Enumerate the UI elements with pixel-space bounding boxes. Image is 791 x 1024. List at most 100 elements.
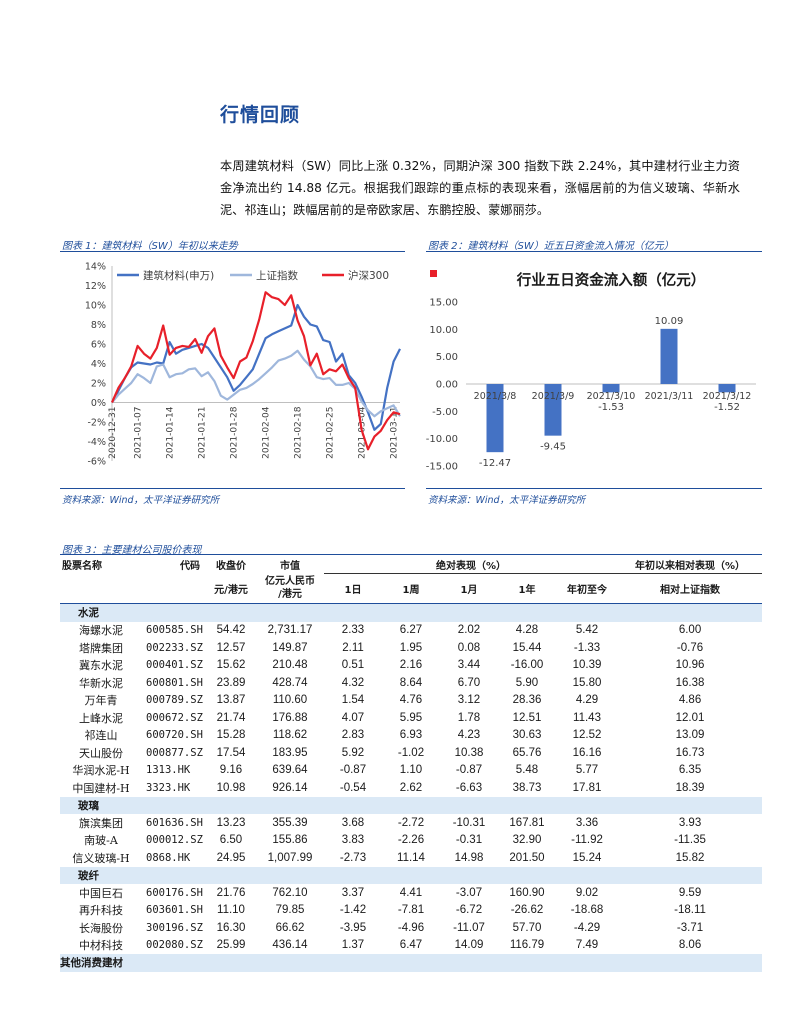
close-price: 12.57 [216, 641, 246, 654]
chg-1w: 8.64 [399, 676, 423, 689]
y-tick-label: -6% [88, 457, 107, 468]
stock-name: 旗滨集团 [79, 816, 123, 830]
section-title: 行情回顾 [220, 104, 301, 126]
stock-code: 600585.SH [146, 624, 203, 637]
chg-1y: 201.50 [509, 851, 545, 864]
market-cap: 149.87 [272, 641, 308, 654]
rel-sh-index: 16.73 [675, 746, 705, 759]
stock-name: 祁连山 [84, 729, 118, 743]
chg-1w: -4.96 [397, 921, 425, 934]
chg-1m: 14.98 [454, 851, 484, 864]
table-row: 塔牌集团 002233.SZ 12.57 149.87 2.11 1.95 0.08 15.4… [60, 639, 762, 657]
y-tick-label: 10% [85, 301, 106, 312]
stock-name: 华新水泥 [79, 676, 123, 690]
table-row: 南玻-A 000012.SZ 6.50 155.86 3.83 -2.26 -0.31 32.… [60, 832, 762, 850]
stock-code: 300196.SZ [146, 921, 203, 934]
chg-1m: 2.02 [457, 624, 481, 637]
stock-code: 601636.SH [146, 816, 203, 829]
rel-sh-index: 9.59 [678, 886, 702, 899]
chg-ytd: 10.39 [572, 659, 602, 672]
x-tick-label: 2021-02-18 [294, 406, 304, 459]
y-tick-label: 5.00 [436, 352, 458, 363]
y-tick-label: -15.00 [426, 462, 458, 473]
chg-1w: -7.81 [397, 904, 425, 917]
stock-performance-table: 股票名称 代码 收盘价 市值 绝对表现（%） 年初以来相对表现（%） 元/港元 … [60, 554, 763, 972]
chg-ytd: 5.77 [575, 764, 599, 777]
rel-sh-index: 6.00 [678, 624, 702, 637]
market-cap: 639.64 [272, 764, 308, 777]
stock-name: 海螺水泥 [79, 624, 123, 638]
chg-1w: 11.14 [397, 851, 425, 864]
y-tick-label: 8% [91, 320, 106, 331]
chg-1m: -11.07 [453, 921, 485, 934]
chg-1d: 2.11 [342, 641, 364, 654]
y-tick-label: 2% [91, 379, 106, 390]
table-row: 万年青 000789.SZ 13.87 110.60 1.54 4.76 3.12 28.36… [60, 692, 762, 710]
stock-code: 002080.SZ [146, 939, 203, 952]
chg-1m: 4.23 [457, 729, 481, 742]
chg-ytd: 3.36 [575, 816, 599, 829]
table-row: 海螺水泥 600585.SH 54.42 2,731.17 2.33 6.27 2.02 4.… [60, 622, 762, 640]
header-name: 股票名称 [60, 554, 142, 574]
close-price: 25.99 [216, 939, 246, 952]
chg-1y: 5.90 [515, 676, 539, 689]
market-cap: 428.74 [272, 676, 308, 689]
market-cap: 1,007.99 [267, 851, 313, 864]
table-row: 上峰水泥 000672.SZ 21.74 176.88 4.07 5.95 1.78 12.5… [60, 709, 762, 727]
chg-1m: 3.12 [457, 694, 481, 707]
data-label: -9.45 [540, 442, 566, 453]
close-price: 21.76 [216, 886, 246, 899]
y-tick-label: 10.00 [429, 325, 458, 336]
figure2-caption: 图表 2：建筑材料（SW）近五日资金流入情况（亿元） [428, 241, 674, 252]
stock-name: 南玻-A [84, 834, 118, 848]
chg-1m: 14.09 [454, 939, 484, 952]
header-1w: 1周 [382, 573, 440, 604]
x-tick-label: 2021-01-21 [198, 407, 208, 459]
chg-1d: 4.07 [341, 711, 365, 724]
chg-1w: -1.02 [397, 746, 425, 759]
x-tick-label: 2021-01-07 [134, 407, 144, 459]
chg-ytd: 11.43 [573, 711, 601, 724]
table-row: 中国巨石 600176.SH 21.76 762.10 3.37 4.41 -3.07 160… [60, 884, 762, 902]
stock-code: 000401.SZ [146, 659, 203, 672]
rel-sh-index: -0.76 [676, 641, 704, 654]
chg-1d: 5.92 [341, 746, 365, 759]
header-code: 代码 [142, 554, 206, 574]
rel-sh-index: -18.11 [674, 904, 706, 917]
chg-1w: 6.27 [399, 624, 423, 637]
y-tick-label: -4% [88, 437, 107, 448]
chg-1m: 10.38 [454, 746, 484, 759]
y-tick-label: 15.00 [429, 298, 458, 309]
chg-1w: 2.62 [399, 781, 423, 794]
stock-name: 再升科技 [79, 904, 123, 918]
y-tick-label: -10.00 [426, 434, 458, 445]
chg-1w: -2.26 [397, 834, 425, 847]
chg-ytd: -18.68 [570, 904, 604, 917]
chg-1y: 57.70 [512, 921, 542, 934]
header-ytd: 年初至今 [556, 573, 619, 604]
chg-1y: 12.51 [512, 711, 542, 724]
stock-code: 3323.HK [146, 781, 191, 794]
chg-1m: -0.31 [455, 834, 483, 847]
x-tick-label: 2021/3/10 [587, 391, 636, 402]
market-cap: 926.14 [272, 781, 308, 794]
header-1m: 1月 [440, 573, 498, 604]
chg-ytd: 9.02 [575, 886, 599, 899]
close-price: 9.16 [219, 764, 243, 777]
y-tick-label: -5.00 [432, 407, 458, 418]
market-cap: 66.62 [275, 921, 305, 934]
header-cap-unit: 亿元人民币/港元 [256, 573, 324, 604]
close-price: 10.98 [216, 781, 246, 794]
bar [486, 384, 504, 453]
header-price-unit: 元/港元 [206, 573, 256, 604]
chg-1w: 5.95 [399, 711, 423, 724]
table-row: 信义玻璃-H 0868.HK 24.95 1,007.99 -2.73 11.14 14.9… [60, 849, 762, 867]
close-price: 15.28 [216, 729, 246, 742]
figure1-top-rule [60, 251, 405, 252]
table-row: 中材科技 002080.SZ 25.99 436.14 1.37 6.47 14.09 116… [60, 937, 762, 955]
chg-ytd: 7.49 [575, 939, 599, 952]
stock-code: 000877.SZ [146, 746, 203, 759]
y-tick-label: -2% [88, 418, 107, 429]
close-price: 24.95 [216, 851, 246, 864]
close-price: 23.89 [216, 676, 246, 689]
